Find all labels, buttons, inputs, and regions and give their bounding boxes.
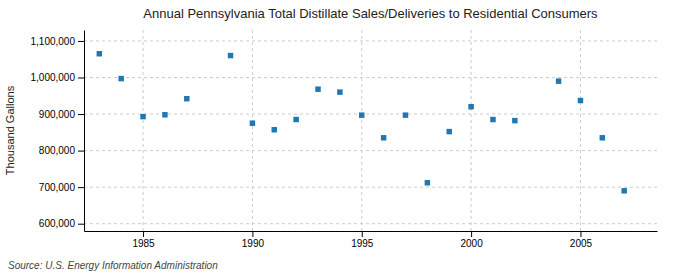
point [446,129,451,134]
point [512,118,517,123]
title: Annual Pennsylvania Total Distillate Sal… [143,6,598,21]
y-tick-label: 900,000 [39,109,76,120]
x-tick-mark [580,231,581,237]
x-tick-label: 1995 [351,238,374,249]
x-grid-line [143,30,144,231]
point [162,112,167,117]
point [490,117,495,122]
point [250,120,255,125]
point [403,112,408,117]
point [184,96,189,101]
point [315,86,320,91]
y-tick-mark [78,224,84,225]
point [556,78,561,83]
marks [97,51,627,194]
point [600,135,605,140]
y-tick-mark [78,114,84,115]
y-tick-mark [78,78,84,79]
y-tick: 600,000 [39,218,84,229]
y-grid-line [84,77,657,78]
y-axis: 600,000 700,000 800,000 900,000 1,000,000 1,1… [31,31,85,232]
x-tick: 1995 [351,231,374,249]
x-tick-mark [143,231,144,237]
y-tick-label: 700,000 [39,182,76,193]
point [140,114,145,119]
y-axis-title: Thousand Gallons [4,85,16,175]
x-tick: 1990 [242,231,265,249]
y-tick: 1,100,000 [31,36,85,47]
point [468,104,473,109]
y-tick: 800,000 [39,145,84,156]
point [337,89,342,94]
point [359,112,364,117]
x-tick-mark [252,231,253,237]
y-grid-line [84,223,657,224]
x-axis-line [85,231,658,232]
point [621,188,626,193]
point [578,98,583,103]
y-tick-label: 600,000 [39,218,76,229]
x-tick-mark [471,231,472,237]
y-tick-mark [78,187,84,188]
plot-area: 1985 1990 1995 2000 2005 600,000 700,000 800,00… [31,30,658,249]
x-grid-line [361,30,362,231]
x-tick: 2000 [460,231,483,249]
y-tick-label: 1,000,000 [31,72,76,83]
x-tick-mark [362,231,363,237]
grid [84,30,657,231]
y-grid-line [84,187,657,188]
x-grid-line [580,30,581,231]
x-tick: 2005 [570,231,593,249]
point [381,135,386,140]
point [272,127,277,132]
x-tick-label: 2000 [460,238,483,249]
point [97,51,102,56]
y-tick-label: 800,000 [39,145,76,156]
x-axis: 1985 1990 1995 2000 2005 [85,231,658,249]
y-tick: 900,000 [39,109,84,120]
point [425,180,430,185]
point [228,53,233,58]
x-grid-line [471,30,472,231]
x-tick-label: 1985 [132,238,155,249]
y-tick: 700,000 [39,182,84,193]
annotation: Source: U.S. Energy Information Administ… [8,260,218,271]
x-tick-label: 2005 [570,238,593,249]
y-axis-line [84,31,85,232]
x-grid-line [252,30,253,231]
x-tick-label: 1990 [242,238,265,249]
y-tick-mark [78,151,84,152]
point [293,117,298,122]
x-tick: 1985 [132,231,155,249]
y-grid-line [84,150,657,151]
y-grid-line [84,114,657,115]
y-tick-mark [78,41,84,42]
y-tick-label: 1,100,000 [31,36,76,47]
chart: 1985 1990 1995 2000 2005 600,000 700,000 800,00… [0,0,675,275]
y-tick: 1,000,000 [31,72,85,83]
point [118,76,123,81]
y-grid-line [84,40,657,41]
